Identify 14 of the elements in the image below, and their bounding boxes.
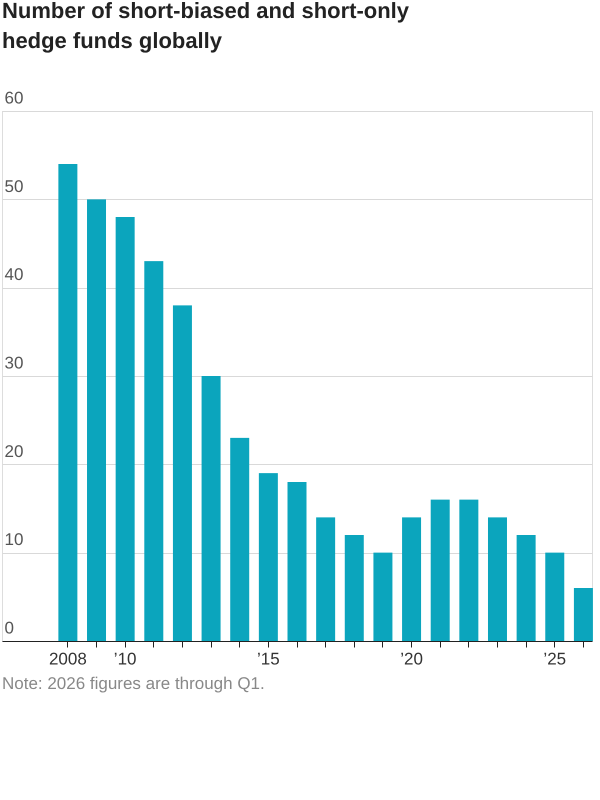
y-tick-label: 60	[4, 88, 24, 108]
y-tick-label: 0	[4, 618, 14, 638]
y-tick-label: 20	[4, 442, 24, 461]
x-tick-label: ’15	[257, 650, 280, 668]
text: Note: 2026 figures are through Q1.	[2, 674, 265, 693]
x-tick-label: 2008	[48, 650, 87, 668]
y-tick-label: 40	[4, 265, 24, 284]
y-tick-label: 10	[4, 530, 24, 550]
y-tick-label: 50	[4, 176, 24, 196]
x-tick-label: ’25	[543, 650, 566, 668]
y-tick-label: 30	[4, 354, 24, 372]
x-tick-label: ’20	[400, 650, 423, 668]
chart-title: Number of short-biased and short-only hedge funds globally	[2, 0, 410, 53]
x-tick-label: ’10	[114, 650, 136, 668]
